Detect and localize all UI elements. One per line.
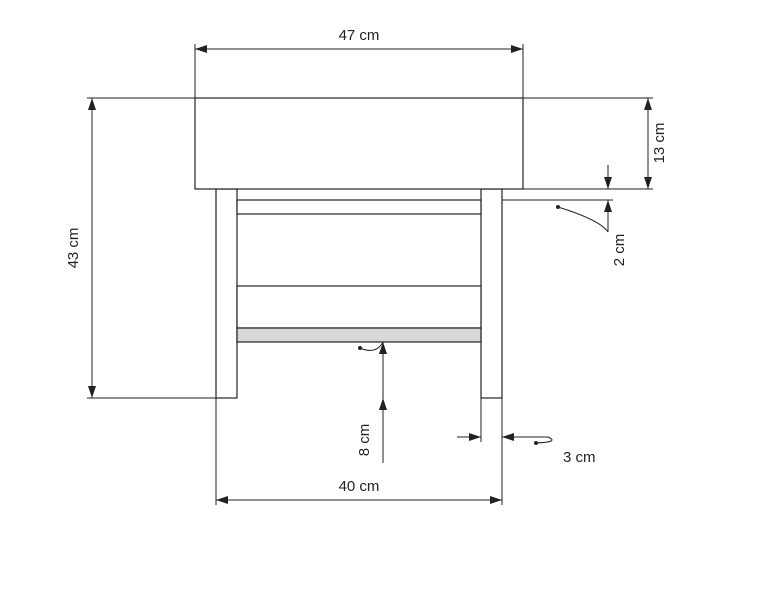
arrowhead-icon — [88, 386, 96, 398]
leg-right — [481, 189, 502, 398]
rail-bottom — [237, 328, 481, 342]
leader-dot — [358, 346, 362, 350]
arrowhead-icon — [195, 45, 207, 53]
arrowhead-icon — [644, 177, 652, 189]
dim-shelf-to-bot: 8 cm — [356, 342, 387, 463]
dim-label: 47 cm — [339, 27, 380, 44]
dim-label: 43 cm — [65, 228, 82, 269]
dim-label: 2 cm — [611, 234, 628, 267]
top-box — [195, 98, 523, 189]
drawing-container: 47 cm 43 cm 13 cm 2 cm — [0, 0, 783, 600]
arrowhead-icon — [379, 342, 387, 354]
dim-label: 8 cm — [356, 424, 373, 457]
leader-dot — [556, 205, 560, 209]
dim-top-height: 13 cm — [523, 98, 668, 189]
arrowhead-icon — [490, 496, 502, 504]
arrowhead-icon — [88, 98, 96, 110]
object-group — [195, 98, 523, 398]
arrowhead-icon — [379, 398, 387, 410]
arrowhead-icon — [216, 496, 228, 504]
leader-line — [360, 342, 383, 350]
arrowhead-icon — [644, 98, 652, 110]
engineering-drawing: 47 cm 43 cm 13 cm 2 cm — [0, 0, 783, 600]
dim-label: 13 cm — [651, 123, 668, 164]
dim-height: 43 cm — [65, 98, 216, 398]
arrowhead-icon — [604, 177, 612, 189]
arrowhead-icon — [511, 45, 523, 53]
rail-top — [237, 200, 481, 214]
arrowhead-icon — [469, 433, 481, 441]
dim-leg-width: 3 cm — [457, 398, 596, 466]
arrowhead-icon — [604, 200, 612, 212]
leader-line — [558, 207, 608, 232]
leg-left — [216, 189, 237, 398]
leader-dot — [534, 441, 538, 445]
shelf — [237, 286, 481, 328]
arrowhead-icon — [502, 433, 514, 441]
dim-label: 3 cm — [563, 449, 596, 466]
dim-label: 40 cm — [339, 478, 380, 495]
dim-top-width: 47 cm — [195, 27, 523, 98]
leader-line — [536, 437, 552, 443]
